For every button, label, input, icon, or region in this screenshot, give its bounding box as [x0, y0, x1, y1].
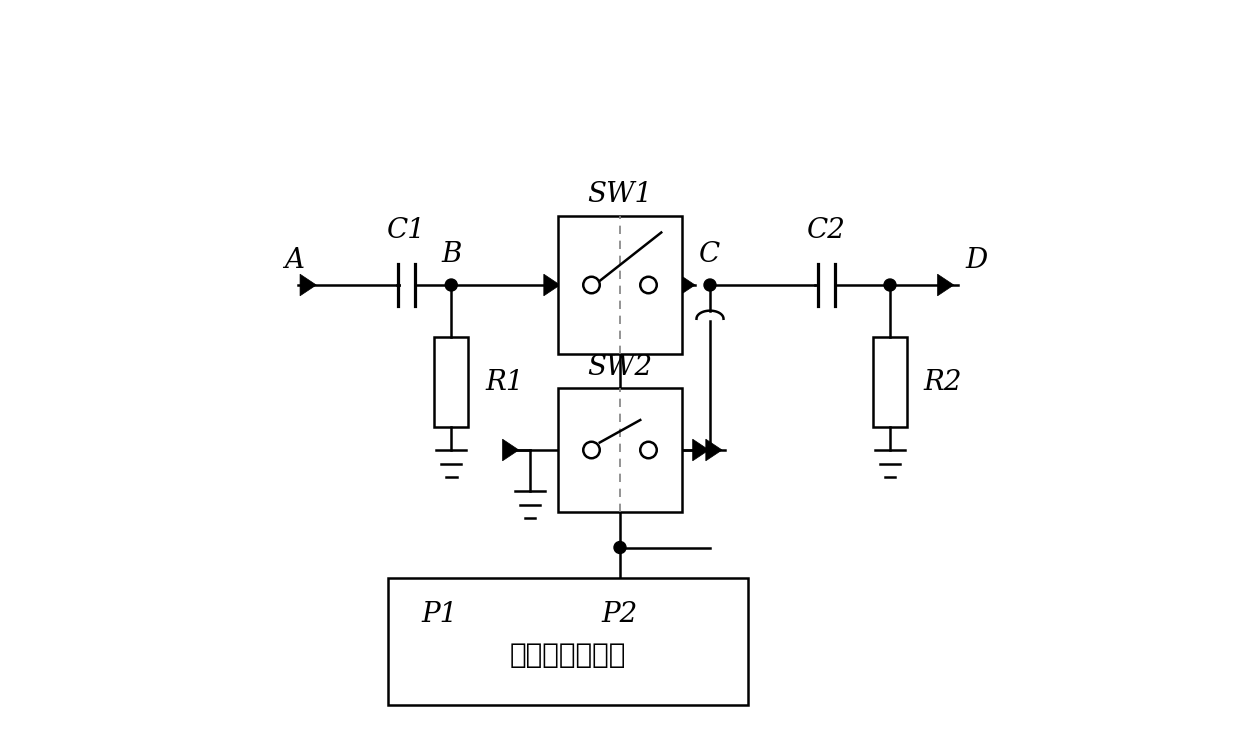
Circle shape [445, 279, 458, 291]
Circle shape [614, 542, 626, 554]
Polygon shape [693, 440, 709, 460]
Polygon shape [678, 274, 694, 296]
Polygon shape [937, 274, 954, 296]
Circle shape [583, 442, 600, 458]
Text: A: A [284, 247, 304, 274]
Text: D: D [965, 247, 987, 274]
Polygon shape [502, 440, 518, 460]
Text: R1: R1 [485, 369, 523, 396]
Circle shape [704, 279, 715, 291]
Polygon shape [300, 274, 316, 296]
Polygon shape [706, 440, 722, 460]
FancyBboxPatch shape [558, 216, 682, 355]
FancyBboxPatch shape [558, 388, 682, 512]
FancyBboxPatch shape [873, 338, 906, 427]
Text: C: C [699, 242, 720, 268]
FancyBboxPatch shape [434, 338, 469, 427]
Text: P1: P1 [422, 602, 458, 628]
Text: C1: C1 [387, 217, 425, 244]
Polygon shape [544, 274, 560, 296]
Text: P2: P2 [601, 602, 639, 628]
Text: SW1: SW1 [588, 182, 652, 208]
Circle shape [583, 277, 600, 293]
Text: B: B [441, 242, 461, 268]
FancyBboxPatch shape [387, 578, 748, 705]
Circle shape [640, 442, 657, 458]
Text: C2: C2 [807, 217, 846, 244]
Text: R2: R2 [924, 369, 962, 396]
Text: SW2: SW2 [588, 353, 652, 380]
Circle shape [884, 279, 897, 291]
Text: 脉冲信号发生器: 脉冲信号发生器 [510, 640, 626, 669]
Circle shape [640, 277, 657, 293]
